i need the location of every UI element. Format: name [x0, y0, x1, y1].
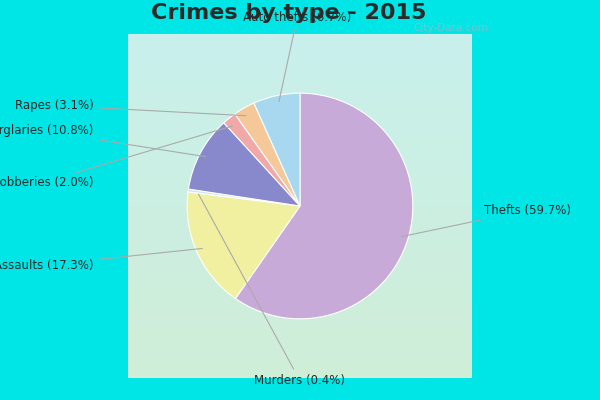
Text: Crimes by type - 2015: Crimes by type - 2015	[151, 3, 427, 23]
Text: Thefts (59.7%): Thefts (59.7%)	[402, 204, 571, 236]
Text: Murders (0.4%): Murders (0.4%)	[199, 194, 346, 387]
Text: Auto thefts (6.7%): Auto thefts (6.7%)	[243, 11, 352, 102]
Wedge shape	[235, 103, 300, 206]
Wedge shape	[188, 123, 300, 206]
Text: Burglaries (10.8%): Burglaries (10.8%)	[0, 124, 206, 157]
Text: City-Data.com: City-Data.com	[414, 23, 488, 33]
Text: Rapes (3.1%): Rapes (3.1%)	[15, 99, 246, 116]
Wedge shape	[187, 192, 300, 298]
Text: Robberies (2.0%): Robberies (2.0%)	[0, 126, 232, 189]
Wedge shape	[224, 114, 300, 206]
Wedge shape	[188, 189, 300, 206]
Text: Assaults (17.3%): Assaults (17.3%)	[0, 248, 202, 272]
Wedge shape	[235, 93, 413, 319]
Wedge shape	[254, 93, 300, 206]
